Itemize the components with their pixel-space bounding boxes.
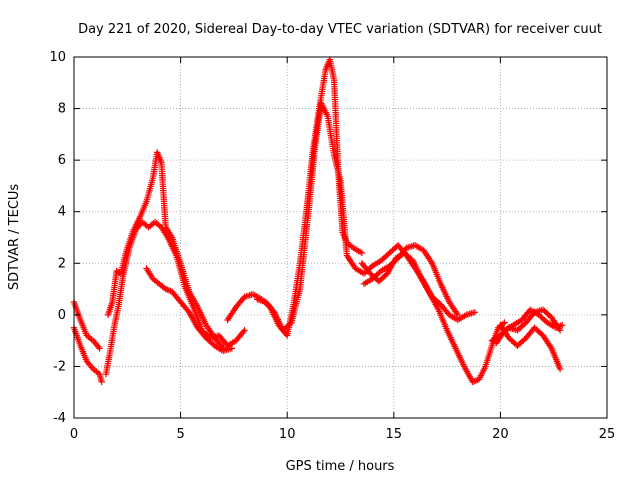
- y-tick-label: 10: [49, 50, 66, 65]
- y-tick-label: 6: [58, 153, 66, 168]
- x-tick-label: 0: [70, 427, 78, 442]
- y-tick-label: 8: [58, 102, 66, 117]
- series-arc-4: [102, 218, 248, 378]
- series-arc-11: [497, 321, 564, 373]
- data-point: [241, 327, 248, 334]
- y-tick-label: 2: [58, 256, 66, 271]
- data-point: [96, 345, 103, 352]
- data-point: [269, 307, 277, 315]
- series-arc-3: [104, 149, 227, 352]
- plot-frame: [73, 56, 608, 419]
- data-point: [98, 378, 105, 386]
- data-point: [240, 328, 247, 336]
- data-point: [471, 309, 479, 316]
- y-tick-label: -4: [53, 411, 66, 426]
- series-arc-5: [143, 265, 235, 355]
- series-arc-8: [358, 249, 508, 386]
- x-tick-label: 25: [599, 427, 616, 442]
- x-tick-label: 20: [492, 427, 509, 442]
- data-point: [286, 320, 294, 328]
- data-point: [454, 311, 461, 319]
- data-points: [70, 56, 566, 386]
- series-arc-1: [70, 298, 103, 352]
- data-point: [358, 249, 366, 257]
- series-arc-2: [70, 324, 105, 386]
- axis-ticks: [73, 56, 608, 419]
- y-tick-label: -2: [53, 359, 66, 374]
- x-tick-label: 5: [176, 427, 184, 442]
- y-tick-label: 4: [58, 205, 66, 220]
- x-tick-labels: 0 5 10 15 20 25: [70, 427, 615, 442]
- x-tick-label: 15: [386, 427, 403, 442]
- x-tick-label: 10: [279, 427, 296, 442]
- y-axis-label: SDTVAR / TECUs: [7, 184, 22, 291]
- series-arc-9: [360, 242, 461, 319]
- grid-lines: [74, 57, 607, 418]
- chart-title: Day 221 of 2020, Sidereal Day-to-day VTE…: [78, 22, 602, 37]
- y-tick-labels: -4 -2 0 2 4 6 8 10: [49, 50, 66, 426]
- data-point: [501, 319, 508, 326]
- x-axis-label: GPS time / hours: [286, 459, 395, 474]
- data-point: [228, 345, 235, 352]
- y-tick-label: 0: [58, 308, 66, 323]
- data-point: [556, 327, 564, 334]
- series-arc-12: [488, 306, 564, 344]
- data-point: [556, 365, 564, 373]
